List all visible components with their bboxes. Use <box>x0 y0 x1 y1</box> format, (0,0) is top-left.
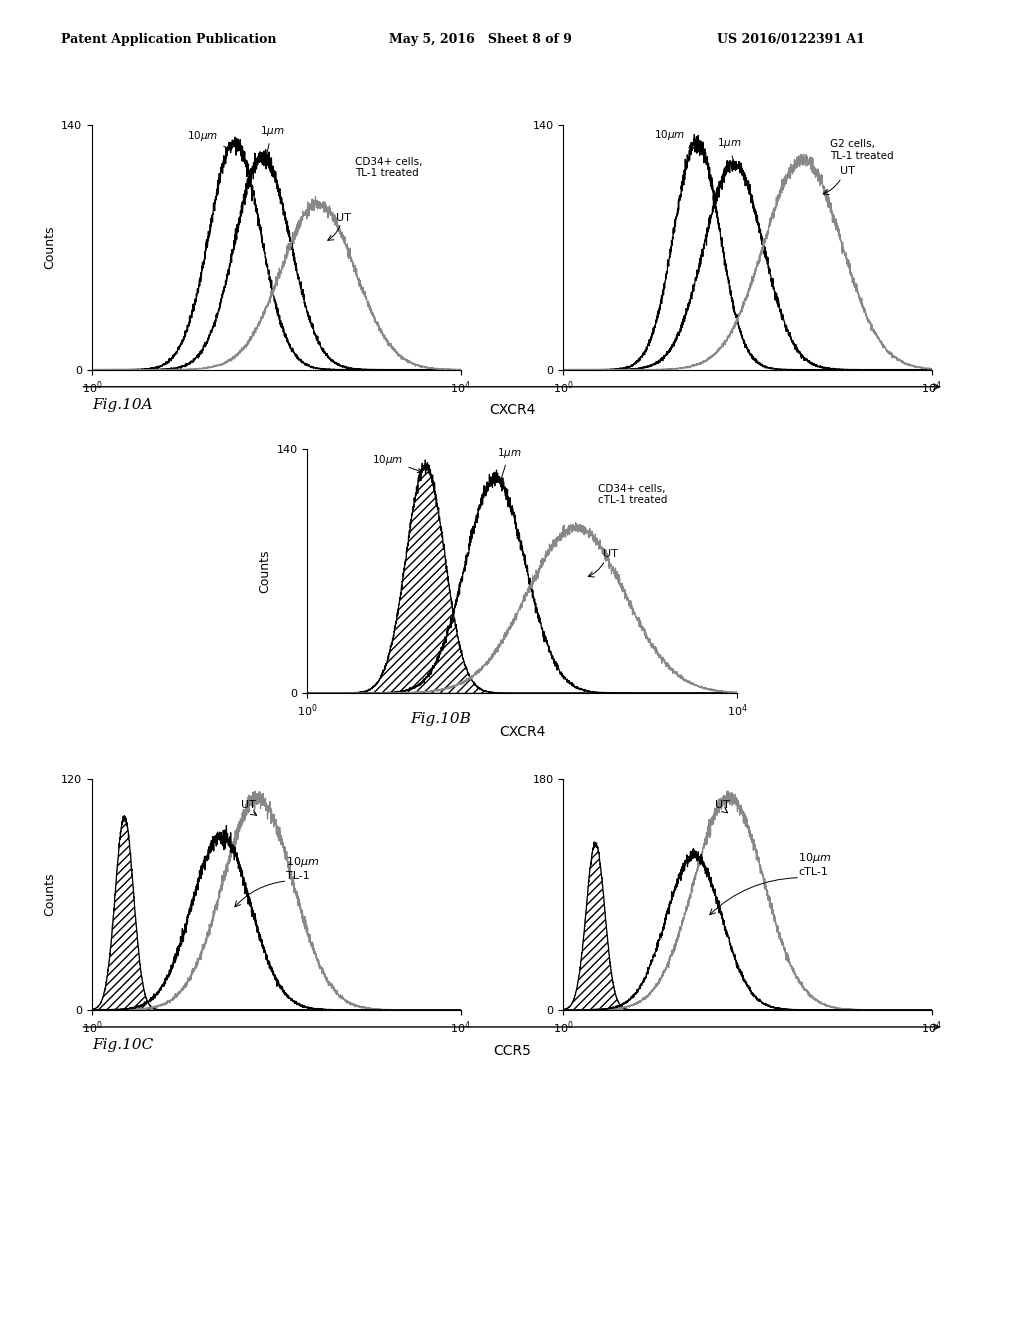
Text: $10\mu m$: $10\mu m$ <box>373 453 422 473</box>
Text: UT: UT <box>715 800 730 810</box>
Text: CD34+ cells,
cTL-1 treated: CD34+ cells, cTL-1 treated <box>598 483 667 506</box>
Text: $1\mu m$: $1\mu m$ <box>259 124 285 157</box>
Text: UT: UT <box>242 800 256 809</box>
Text: Fig.10A: Fig.10A <box>92 399 153 412</box>
Text: UT: UT <box>603 549 617 558</box>
Text: $1\mu m$: $1\mu m$ <box>497 446 521 483</box>
Text: UT: UT <box>336 214 351 223</box>
Text: Fig.10C: Fig.10C <box>92 1039 154 1052</box>
Text: $10\mu m$
TL-1: $10\mu m$ TL-1 <box>286 855 319 880</box>
Text: CD34+ cells,
TL-1 treated: CD34+ cells, TL-1 treated <box>355 157 422 178</box>
Text: G2 cells,
TL-1 treated: G2 cells, TL-1 treated <box>830 140 894 161</box>
Text: US 2016/0122391 A1: US 2016/0122391 A1 <box>717 33 864 46</box>
Y-axis label: Counts: Counts <box>43 873 55 916</box>
Y-axis label: Counts: Counts <box>258 549 270 593</box>
Text: $1\mu m$: $1\mu m$ <box>717 136 741 170</box>
Text: CXCR4: CXCR4 <box>488 404 536 417</box>
X-axis label: CXCR4: CXCR4 <box>499 725 546 739</box>
Text: $10\mu m$
cTL-1: $10\mu m$ cTL-1 <box>799 851 831 876</box>
Text: UT: UT <box>840 166 855 177</box>
Text: Fig.10B: Fig.10B <box>410 713 471 726</box>
Y-axis label: Counts: Counts <box>43 226 55 269</box>
Text: May 5, 2016   Sheet 8 of 9: May 5, 2016 Sheet 8 of 9 <box>389 33 572 46</box>
Text: $10\mu m$: $10\mu m$ <box>653 128 693 148</box>
Text: $10\mu m$: $10\mu m$ <box>187 129 231 150</box>
Text: Patent Application Publication: Patent Application Publication <box>61 33 276 46</box>
Text: CCR5: CCR5 <box>494 1044 530 1057</box>
